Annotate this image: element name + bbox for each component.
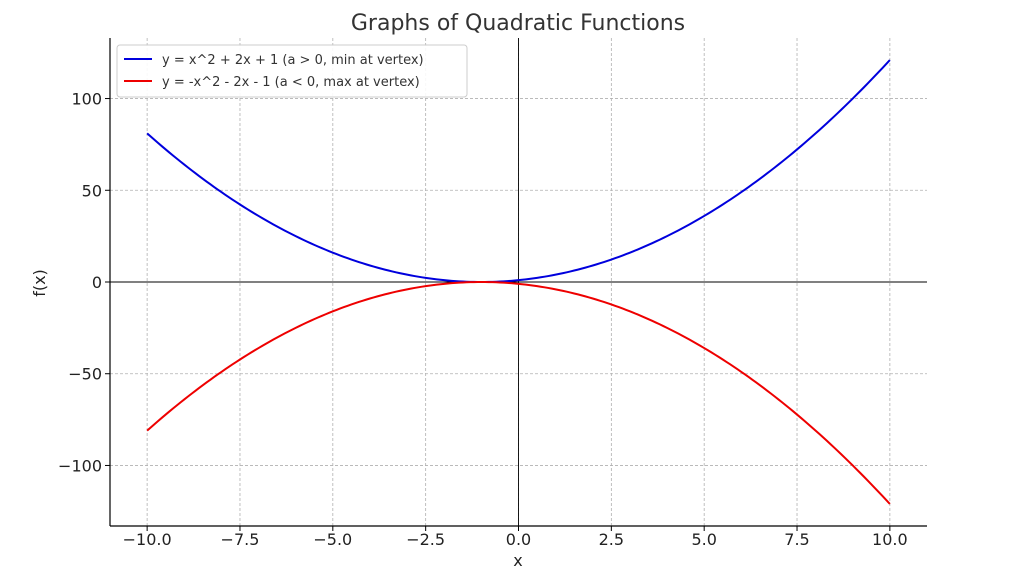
y-tick-label: 50 — [82, 181, 102, 200]
x-tick-label: 2.5 — [599, 530, 624, 549]
legend-label-1: y = x^2 + 2x + 1 (a > 0, min at vertex) — [162, 53, 424, 68]
x-tick-label: −5.0 — [313, 530, 352, 549]
zero-axis-lines — [110, 38, 927, 526]
y-ticks: −100 −50 0 50 100 — [58, 90, 110, 475]
y-tick-label: −50 — [68, 365, 102, 384]
x-tick-label: 5.0 — [691, 530, 716, 549]
legend-box — [116, 44, 468, 98]
x-tick-label: −10.0 — [123, 530, 172, 549]
x-tick-label: 7.5 — [784, 530, 809, 549]
x-ticks: −10.0 −7.5 −5.0 −2.5 0.0 2.5 5.0 7.5 10.0 — [123, 526, 908, 549]
x-axis-label: x — [513, 551, 522, 569]
y-axis-label: f(x) — [30, 269, 49, 297]
series-line-2 — [146, 280, 891, 505]
x-tick-label: 0.0 — [506, 530, 531, 549]
legend-label-2: y = -x^2 - 2x - 1 (a < 0, max at vertex) — [162, 75, 420, 90]
x-tick-label: −7.5 — [221, 530, 260, 549]
y-tick-label: −100 — [58, 456, 102, 475]
legend: y = x^2 + 2x + 1 (a > 0, min at vertex) y… — [116, 44, 468, 98]
x-tick-label: −2.5 — [406, 530, 445, 549]
grid — [110, 38, 927, 526]
series-line-1 — [146, 59, 891, 284]
y-tick-label: 100 — [71, 90, 102, 109]
y-tick-label: 0 — [92, 273, 102, 292]
series-group — [146, 59, 891, 505]
chart-title: Graphs of Quadratic Functions — [351, 11, 685, 36]
x-tick-label: 10.0 — [872, 530, 908, 549]
